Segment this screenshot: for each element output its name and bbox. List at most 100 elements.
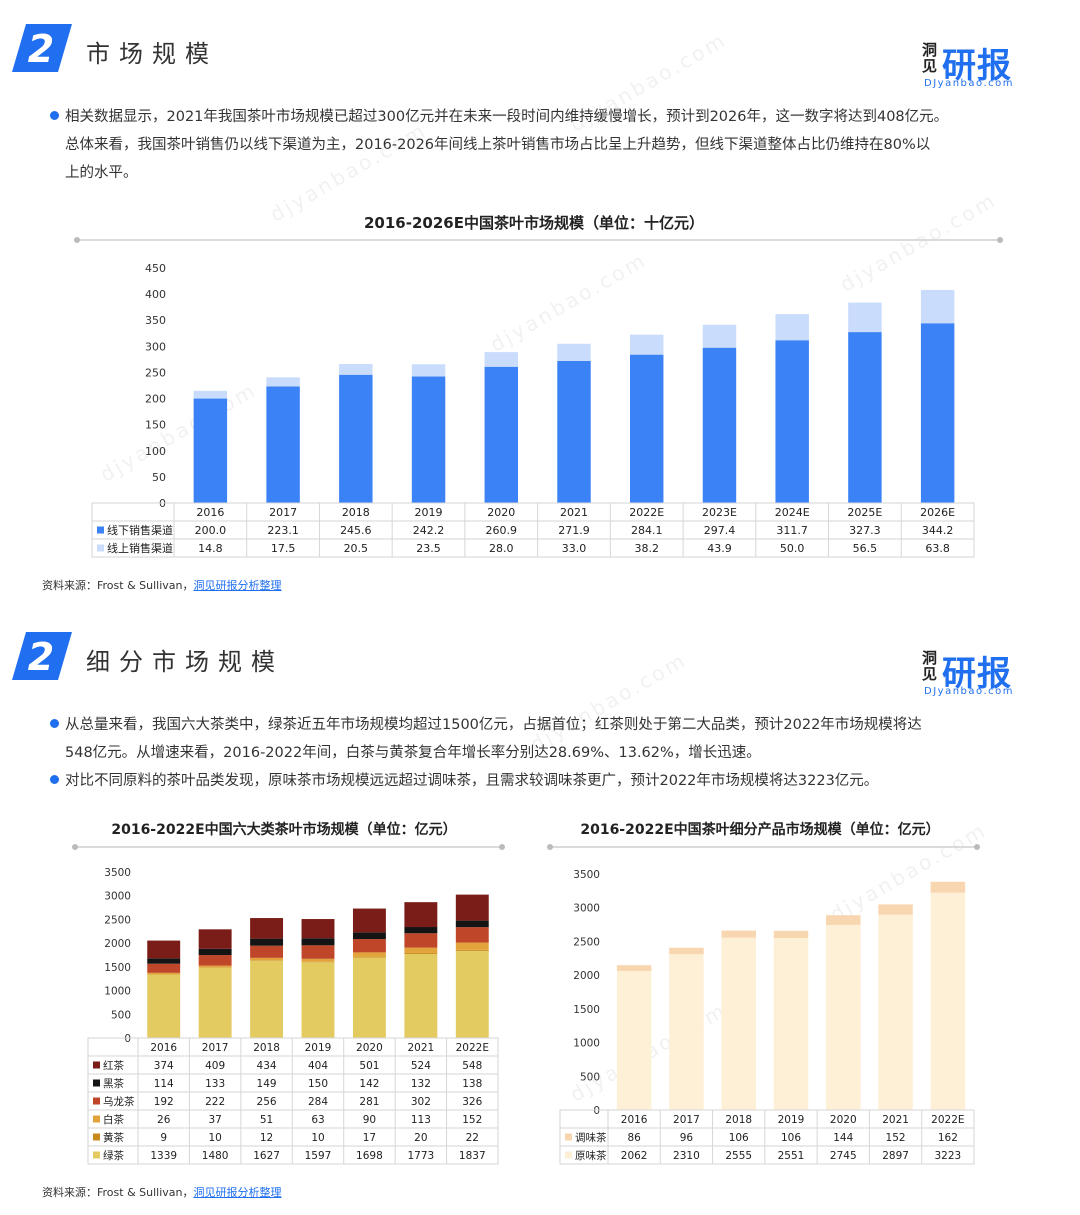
y-tick-label: 1000 bbox=[573, 1038, 600, 1050]
bar-segment bbox=[455, 927, 489, 943]
paragraph-line: 上的水平。 bbox=[65, 165, 138, 181]
bar-segment bbox=[147, 940, 181, 959]
data-label: 152 bbox=[462, 1114, 482, 1126]
section1-paragraph: 相关数据显示，2021年我国茶叶市场规模已超过300亿元并在未来一段时间内维持缓… bbox=[50, 103, 1050, 187]
data-label: 548 bbox=[462, 1060, 482, 1072]
logo-mark: 洞见 bbox=[922, 649, 938, 683]
bar-segment bbox=[352, 939, 386, 953]
data-label: 90 bbox=[363, 1114, 376, 1126]
y-tick-label: 50 bbox=[152, 471, 166, 484]
bar-segment bbox=[193, 398, 228, 503]
x-tick-label: 2021 bbox=[407, 1042, 434, 1054]
bar-segment bbox=[301, 919, 335, 939]
bar-segment bbox=[848, 332, 882, 503]
data-label: 86 bbox=[627, 1132, 641, 1144]
bar-segment bbox=[878, 904, 913, 915]
data-label: 28.0 bbox=[489, 542, 514, 555]
x-tick-label: 2022E bbox=[629, 506, 664, 519]
y-tick-label: 300 bbox=[145, 340, 166, 353]
bar-segment bbox=[198, 929, 232, 949]
y-tick-label: 100 bbox=[145, 445, 166, 458]
y-tick-label: 3000 bbox=[104, 891, 131, 903]
legend-swatch bbox=[565, 1133, 572, 1141]
x-tick-label: 2016 bbox=[150, 1042, 177, 1054]
x-tick-label: 2019 bbox=[778, 1114, 805, 1126]
bar-segment bbox=[404, 933, 438, 948]
data-label: 2555 bbox=[725, 1150, 752, 1162]
legend-label: 白茶 bbox=[103, 1113, 124, 1126]
bar-segment bbox=[702, 347, 737, 503]
data-label: 404 bbox=[308, 1060, 328, 1072]
bar-segment bbox=[250, 960, 284, 1038]
data-label: 245.6 bbox=[340, 524, 372, 537]
paragraph-line: 相关数据显示，2021年我国茶叶市场规模已超过300亿元并在未来一段时间内维持缓… bbox=[65, 109, 949, 125]
source-link[interactable]: 洞见研报分析整理 bbox=[193, 579, 282, 592]
y-tick-label: 150 bbox=[145, 419, 166, 432]
x-tick-label: 2017 bbox=[673, 1114, 700, 1126]
x-tick-label: 2019 bbox=[415, 506, 443, 519]
data-label: 14.8 bbox=[198, 542, 223, 555]
bar-segment bbox=[339, 364, 373, 375]
legend-label: 调味茶 bbox=[575, 1131, 607, 1144]
data-label: 284.1 bbox=[631, 524, 663, 537]
title-rule-end bbox=[997, 237, 1003, 243]
paragraph-line: 548亿元。从增速来看，2016-2022年间，白茶与黄茶复合年增长率分别达28… bbox=[65, 745, 761, 761]
y-tick-label: 3500 bbox=[573, 869, 600, 881]
data-label: 3223 bbox=[934, 1150, 961, 1162]
section1-title: 市场规模 bbox=[86, 40, 218, 68]
data-label: 1698 bbox=[356, 1150, 383, 1162]
data-label: 106 bbox=[781, 1132, 801, 1144]
bar-segment bbox=[775, 340, 809, 503]
chart-title: 2016-2022E中国六大类茶叶市场规模（单位：亿元） bbox=[111, 821, 456, 838]
bar-segment bbox=[266, 377, 300, 387]
data-label: 38.2 bbox=[634, 542, 659, 555]
x-tick-label: 2020 bbox=[487, 506, 515, 519]
data-label: 144 bbox=[833, 1132, 853, 1144]
bar-segment bbox=[669, 954, 704, 1110]
data-label: 1627 bbox=[253, 1150, 280, 1162]
data-label: 20 bbox=[414, 1132, 427, 1144]
bar-segment bbox=[404, 902, 438, 928]
bar-segment bbox=[301, 958, 335, 962]
y-tick-label: 2000 bbox=[573, 970, 600, 982]
x-tick-label: 2016 bbox=[196, 506, 224, 519]
bar-segment bbox=[721, 930, 756, 938]
legend-swatch bbox=[93, 1115, 100, 1123]
logo-domain: DJyanbao.com bbox=[924, 686, 1014, 697]
x-tick-label: 2024E bbox=[775, 506, 810, 519]
data-label: 43.9 bbox=[707, 542, 732, 555]
title-rule-end bbox=[974, 844, 980, 850]
bullet-dot bbox=[50, 111, 59, 120]
data-table-border bbox=[91, 502, 975, 558]
paragraph-line: 对比不同原料的茶叶品类发现，原味茶市场规模远远超过调味茶，且需求较调味茶更广，预… bbox=[65, 773, 879, 789]
y-tick-label: 400 bbox=[145, 288, 166, 301]
bar-segment bbox=[411, 376, 446, 503]
source-link[interactable]: 洞见研报分析整理 bbox=[193, 1186, 282, 1199]
y-tick-label: 2500 bbox=[573, 936, 600, 948]
data-label: 10 bbox=[208, 1132, 221, 1144]
data-label: 23.5 bbox=[416, 542, 441, 555]
bar-segment bbox=[250, 918, 284, 939]
source-note: 资料来源：Frost & Sullivan，洞见研报分析整理 bbox=[42, 577, 282, 593]
data-label: 2310 bbox=[673, 1150, 700, 1162]
bar-segment bbox=[484, 352, 518, 367]
bar-segment bbox=[411, 364, 446, 377]
bar-segment bbox=[455, 920, 489, 928]
bar-segment bbox=[352, 957, 386, 1038]
y-tick-label: 350 bbox=[145, 314, 166, 327]
data-label: 9 bbox=[160, 1132, 167, 1144]
title-rule-end bbox=[74, 237, 80, 243]
bar-segment bbox=[352, 952, 386, 957]
y-tick-label: 0 bbox=[124, 1033, 131, 1045]
bar-segment bbox=[721, 937, 756, 1110]
data-table-border bbox=[559, 1109, 975, 1165]
bar-segment bbox=[920, 289, 955, 324]
x-tick-label: 2017 bbox=[269, 506, 297, 519]
bar-segment bbox=[773, 930, 809, 938]
chart-title: 2016-2026E中国茶叶市场规模（单位：十亿元） bbox=[364, 214, 704, 232]
bar-segment bbox=[193, 390, 228, 399]
bar-segment bbox=[404, 927, 438, 934]
x-tick-label: 2026E bbox=[920, 506, 955, 519]
bar-segment bbox=[404, 947, 438, 953]
legend-swatch bbox=[93, 1097, 100, 1105]
